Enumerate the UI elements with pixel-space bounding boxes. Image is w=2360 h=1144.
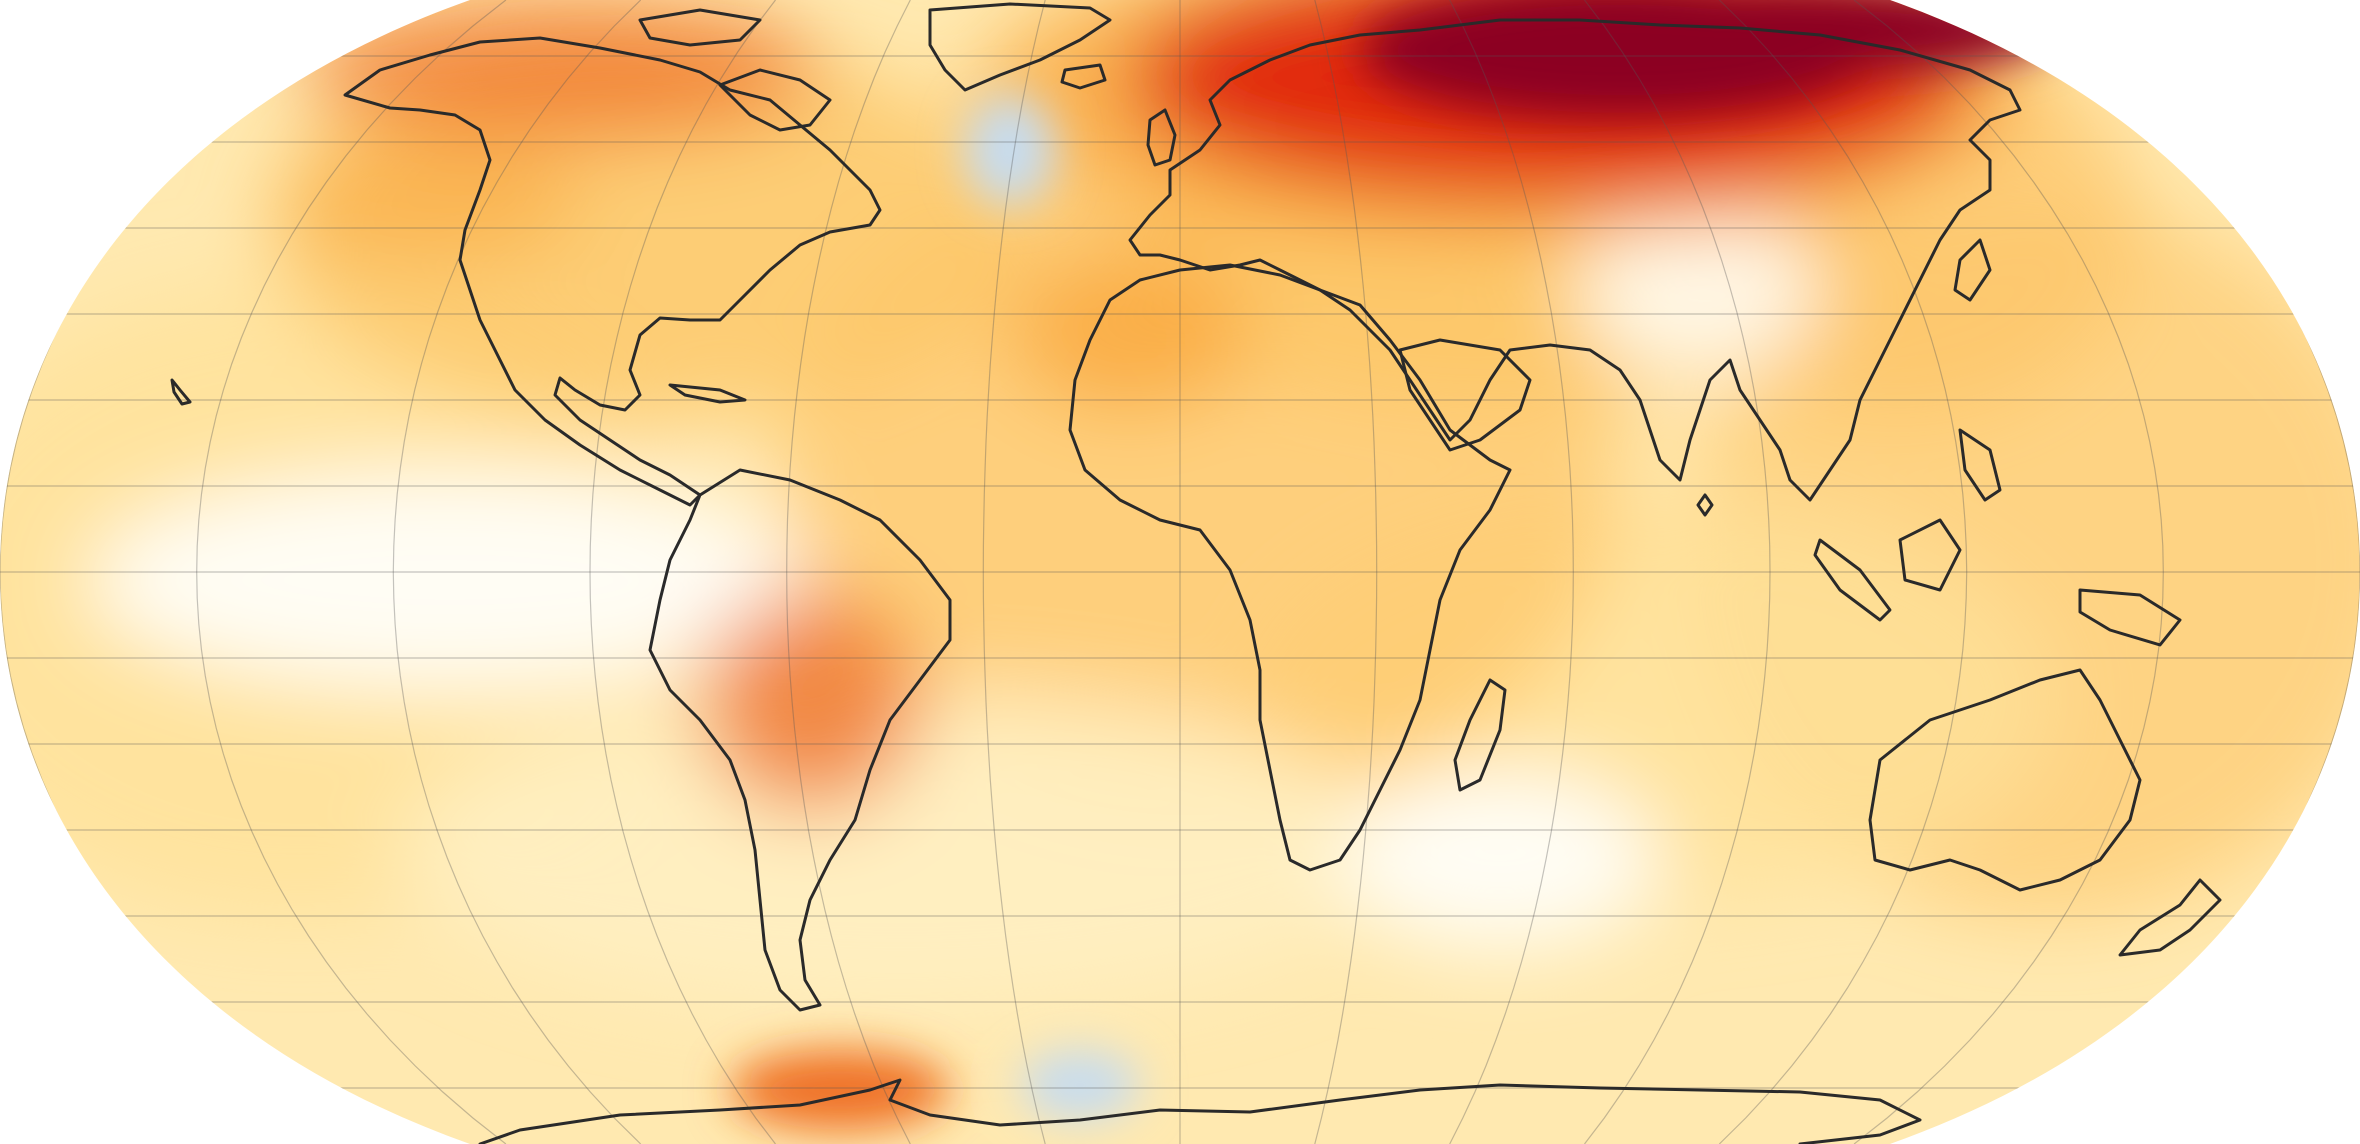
coast-eurasia: [1128, 18, 2022, 502]
band-south-atlantic: [400, 690, 1400, 1010]
coast-arabia: [1398, 338, 1532, 452]
coast-greenland: [928, 2, 1112, 92]
coast-south-america: [648, 468, 952, 1012]
north-atlantic-south-of-greenland: [965, 95, 1055, 205]
meridian-line: [392, 0, 642, 1144]
coast-africa: [1068, 263, 1512, 872]
coast-uk: [1146, 108, 1177, 167]
eastern-tropical-pacific: [90, 470, 810, 690]
antarctic-peninsula: [730, 1050, 950, 1130]
coast-sri-lanka: [1696, 493, 1714, 517]
coast-new-zealand: [2118, 878, 2222, 957]
arctic-canada: [300, 0, 820, 140]
coast-arctic-archipelago: [638, 8, 762, 47]
coast-antarctica: [478, 1078, 1922, 1144]
meridian-line: [1853, 0, 2164, 1144]
coast-philippines: [1958, 428, 2002, 502]
weddell-sea: [1020, 1050, 1140, 1120]
central-asia-neutral: [1580, 210, 1820, 370]
northeast-pacific-warm: [280, 140, 580, 260]
meridian-line: [589, 0, 776, 1144]
southern-indian-neutral: [1340, 770, 1660, 950]
coast-borneo: [1898, 518, 1962, 592]
south-central-brazil: [700, 590, 920, 810]
meridian-line: [786, 0, 911, 1144]
coast-hawaii: [170, 378, 192, 406]
north-africa: [1010, 250, 1250, 410]
coast-iceland: [1060, 63, 1107, 90]
meridian-line: [1718, 0, 1968, 1144]
coast-japan: [1953, 238, 1992, 302]
coast-madagascar: [1453, 678, 1507, 792]
coast-north-america: [343, 36, 882, 507]
coast-australia: [1868, 668, 2142, 892]
meridian-line: [982, 0, 1046, 1144]
meridian-line: [196, 0, 507, 1144]
meridian-line: [1449, 0, 1574, 1144]
coast-cuba: [668, 383, 747, 404]
meridian-line: [1584, 0, 1771, 1144]
coast-new-guinea: [2078, 588, 2182, 647]
meridian-line: [1314, 0, 1378, 1144]
coastlines: [170, 2, 2222, 1144]
coast-baffin-island: [718, 68, 832, 132]
coast-sumatra: [1813, 538, 1892, 622]
band-north-america: [270, 40, 1030, 420]
